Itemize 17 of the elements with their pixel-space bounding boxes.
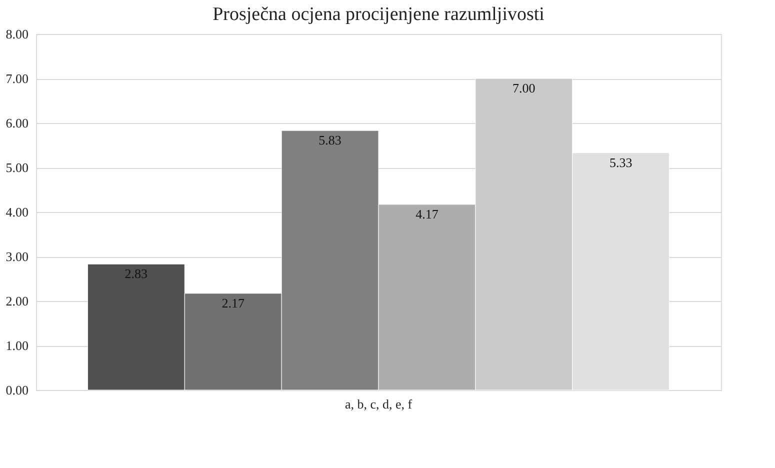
y-tick-label: 5.00 bbox=[6, 160, 28, 175]
y-tick-label: 1.00 bbox=[6, 338, 28, 353]
y-tick-label: 2.00 bbox=[6, 294, 28, 308]
chart-title: Prosječna ocjena procijenjene razumljivosti bbox=[212, 4, 544, 25]
y-tick-label: 7.00 bbox=[6, 71, 28, 86]
data-label: 5.83 bbox=[318, 132, 342, 148]
y-tick-label: 3.00 bbox=[6, 249, 28, 264]
x-tick-label: a, b, c, d, e, f bbox=[344, 396, 413, 412]
y-tick-label: 8.00 bbox=[6, 26, 28, 42]
data-label: 2.83 bbox=[124, 266, 148, 282]
y-tick-label: 0.00 bbox=[6, 382, 28, 398]
y-tick-label: 4.00 bbox=[6, 204, 28, 220]
data-label: 2.17 bbox=[222, 295, 245, 310]
data-label: 4.17 bbox=[416, 206, 439, 222]
data-label: 7.00 bbox=[512, 80, 536, 96]
data-label: 5.33 bbox=[609, 154, 632, 170]
y-tick-label: 6.00 bbox=[6, 116, 28, 130]
